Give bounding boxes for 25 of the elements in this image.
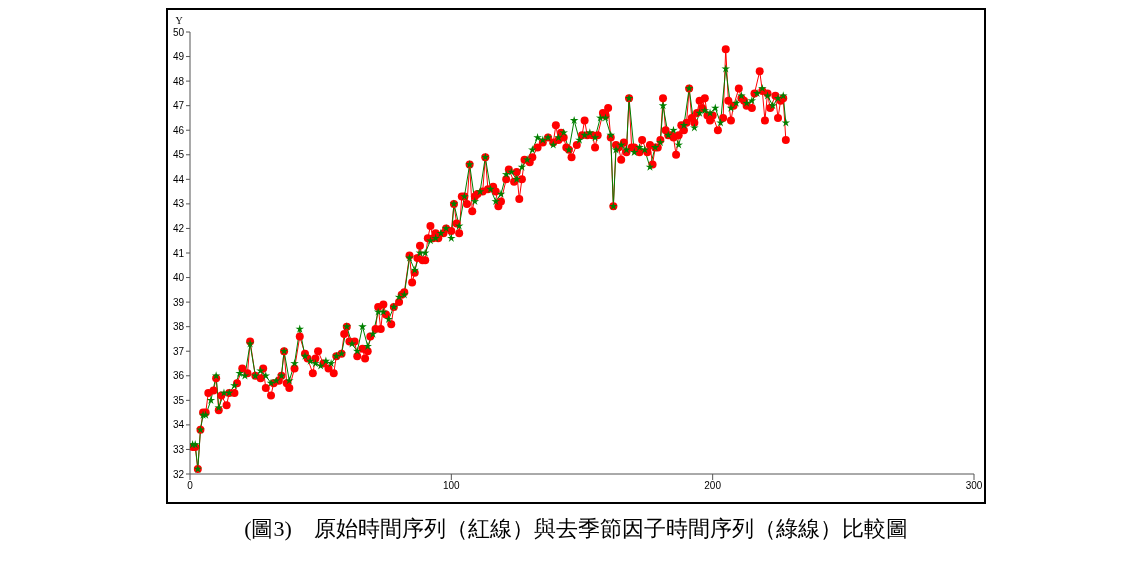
y-tick-label: 43 [172,198,185,210]
y-tick-label: 47 [172,100,185,112]
y-tick-label: 48 [172,75,185,87]
y-tick-label: 41 [172,247,185,259]
y-tick-label: 34 [172,419,185,431]
y-tick-label: 38 [172,321,185,333]
y-tick-label: 40 [172,272,185,284]
x-tick-label: 200 [704,480,722,492]
y-tick-label: 50 [172,26,185,38]
y-tick-label: 45 [172,149,185,161]
x-tick-label: 300 [965,480,983,492]
y-tick-label: 49 [172,51,185,63]
y-tick-label: 35 [172,394,185,406]
y-tick-label: 33 [172,443,185,455]
y-tick-label: 42 [172,222,185,234]
y-tick-label: 32 [172,468,185,480]
text: (圖3) 原始時間序列（紅線）與去季節因子時間序列（綠線）比較圖 [243,515,909,543]
x-tick-label: 0 [187,480,194,492]
y-tick-label: 46 [172,124,185,136]
y-axis-title: Y [175,15,183,26]
y-tick-label: 39 [172,296,185,308]
x-tick-label: 100 [442,480,461,492]
y-tick-label: 37 [172,345,185,357]
y-tick-label: 36 [172,370,185,382]
y-tick-label: 44 [172,173,185,185]
